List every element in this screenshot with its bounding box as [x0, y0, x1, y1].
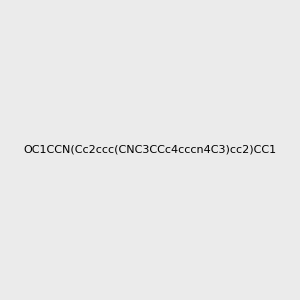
Text: OC1CCN(Cc2ccc(CNC3CCc4cccn4C3)cc2)CC1: OC1CCN(Cc2ccc(CNC3CCc4cccn4C3)cc2)CC1: [23, 145, 277, 155]
